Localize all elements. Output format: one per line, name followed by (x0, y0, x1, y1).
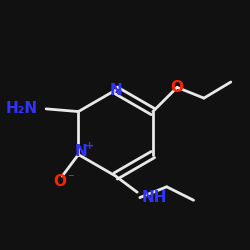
Text: ⁻: ⁻ (67, 172, 74, 185)
Text: +: + (85, 142, 94, 152)
Text: N: N (75, 144, 88, 159)
Text: N: N (109, 82, 122, 98)
Text: NH: NH (141, 190, 167, 205)
Text: O: O (53, 174, 66, 189)
Text: H₂N: H₂N (6, 102, 38, 116)
Text: O: O (170, 80, 183, 95)
